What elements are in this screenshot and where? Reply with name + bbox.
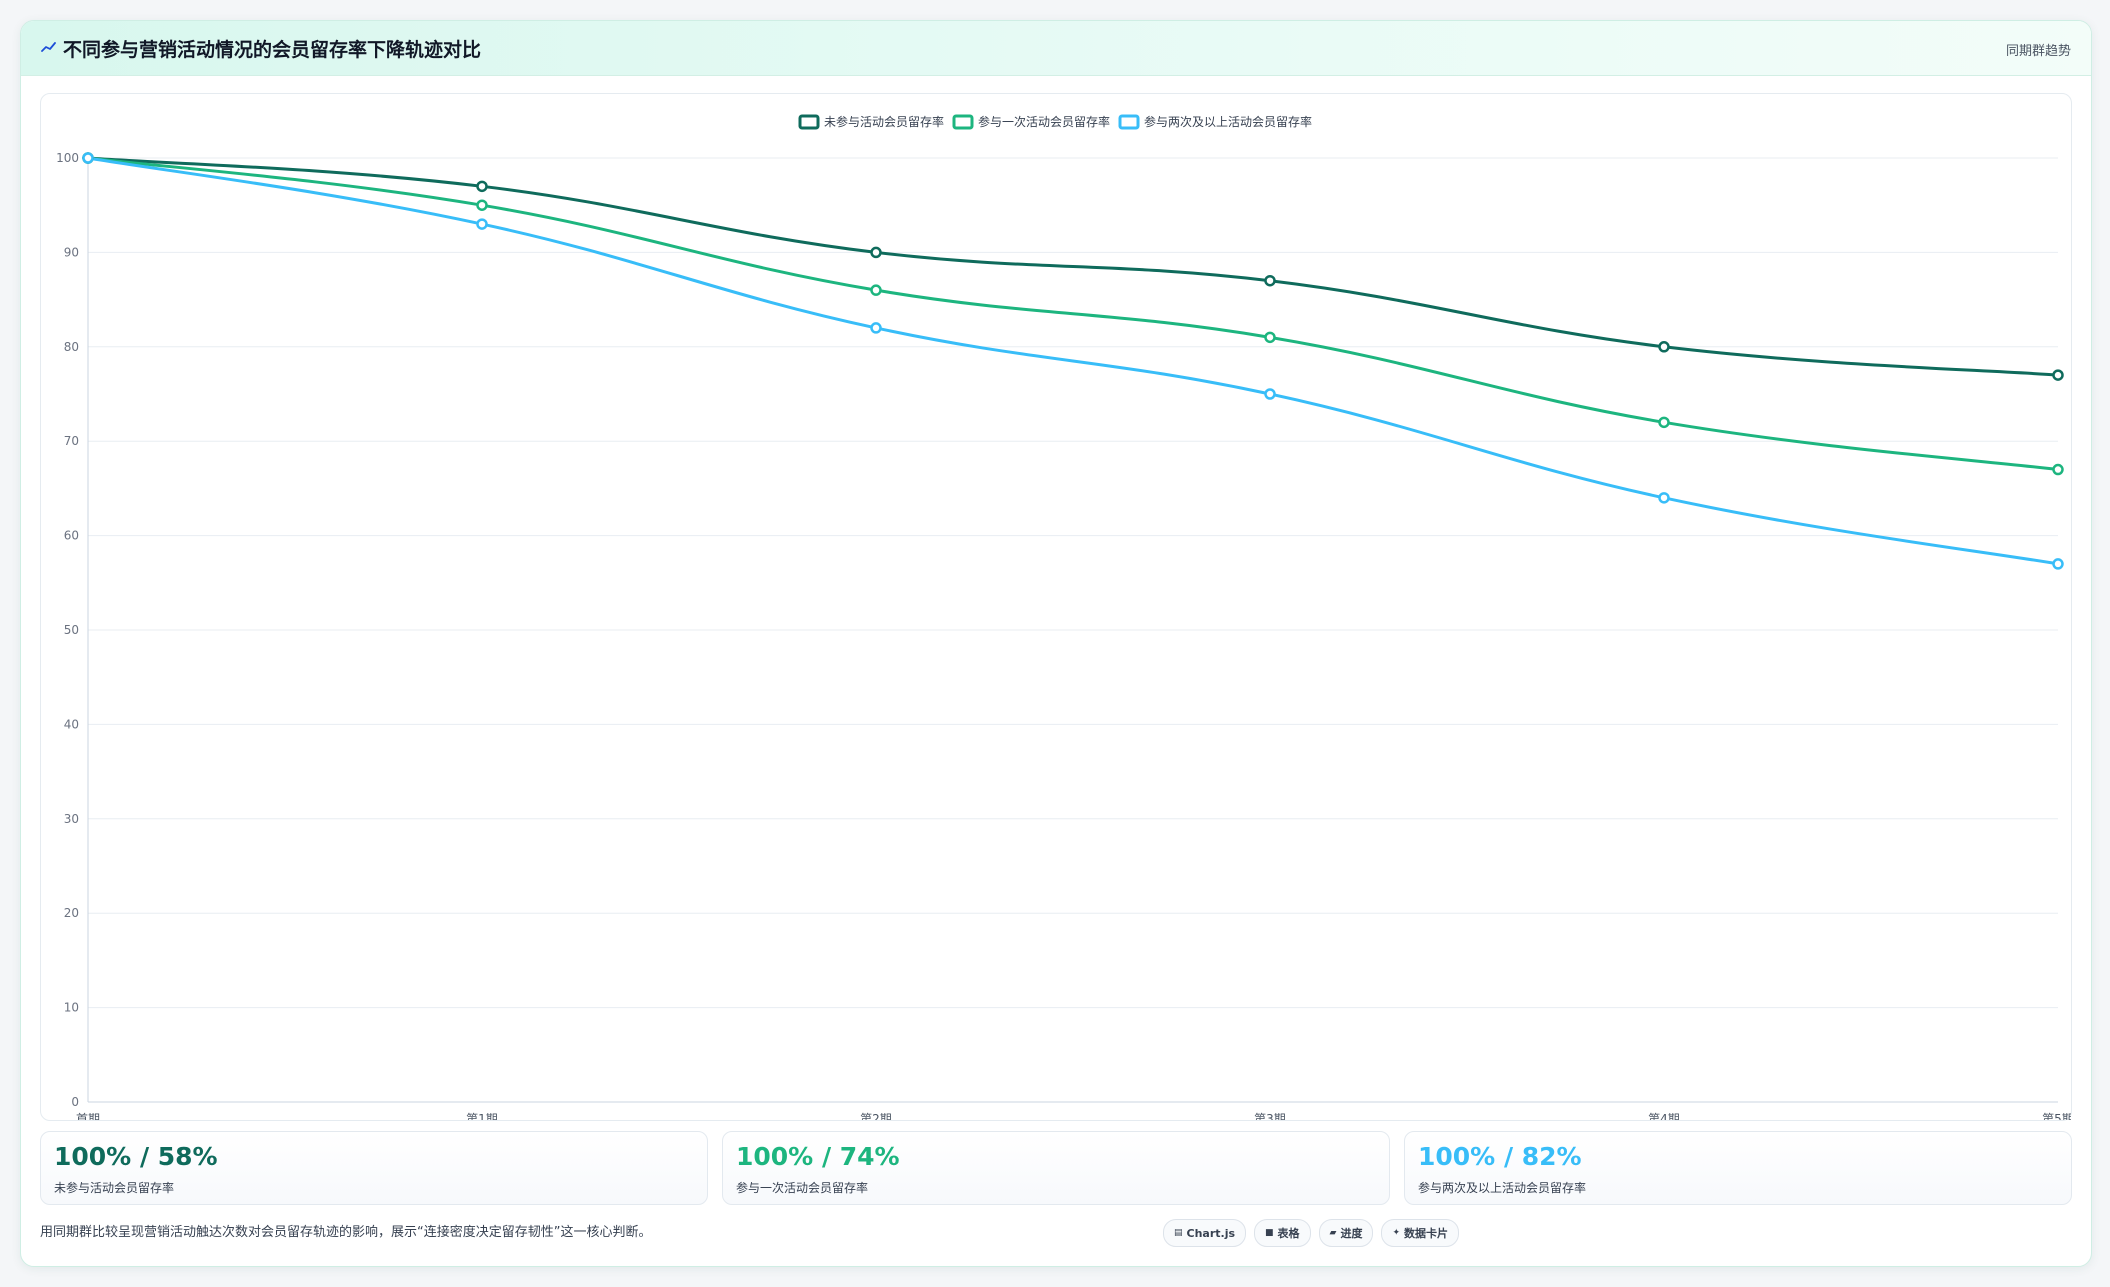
chip-table[interactable]: ■ 表格: [1254, 1219, 1311, 1247]
series-line-2: [86, 156, 2060, 472]
y-tick-label: 20: [64, 906, 79, 920]
legend-label: 参与一次活动会员留存率: [978, 114, 1110, 129]
series-3-point: [476, 218, 488, 230]
x-tick-label: 第3期: [1254, 1112, 1286, 1120]
legend-swatch: [952, 114, 974, 130]
card-icon: ✦: [1392, 1228, 1401, 1238]
series-3-point: [82, 152, 94, 164]
kpi-value: 100% / 82%: [1418, 1142, 1582, 1171]
chip-label: Chart.js: [1186, 1226, 1236, 1240]
series-line-3: [86, 156, 2060, 566]
series-3-point: [1658, 492, 1670, 504]
x-tick-label: 首期: [76, 1112, 100, 1120]
kpi-label: 参与一次活动会员留存率: [736, 1181, 869, 1195]
series-2-point: [870, 284, 882, 296]
legend-label: 参与两次及以上活动会员留存率: [1144, 114, 1312, 129]
chip-label: 数据卡片: [1404, 1227, 1449, 1240]
y-tick-label: 0: [71, 1095, 79, 1109]
kpi-card-2: 100% / 74% 参与一次活动会员留存率: [722, 1131, 1390, 1205]
series-1-point: [1264, 274, 1276, 287]
y-tick-label: 10: [64, 1001, 79, 1015]
kpi-value: 100% / 58%: [54, 1142, 218, 1171]
x-tick-label: 第2期: [860, 1112, 892, 1120]
y-tick-label: 70: [64, 434, 79, 448]
kpi-value: 100% / 74%: [736, 1142, 900, 1171]
progress-icon: ▰: [1329, 1228, 1337, 1238]
kpi-card-3: 100% / 82% 参与两次及以上活动会员留存率: [1404, 1131, 2072, 1205]
series-2-point: [1264, 331, 1276, 344]
series-line-1: [86, 156, 2060, 377]
kpi-label: 参与两次及以上活动会员留存率: [1418, 1181, 1587, 1195]
x-tick-label: 第1期: [466, 1112, 498, 1120]
tech-chips: ▤ Chart.js ■ 表格 ▰ 进度 ✦ 数据卡片: [1163, 1219, 1460, 1247]
chart-card: 不同参与营销活动情况的会员留存率下降轨迹对比 同期群趋势 0 10 20 30 40 50…: [20, 20, 2092, 1267]
series-3-point: [870, 322, 882, 334]
series-1-point: [1658, 341, 1670, 353]
series-3-point: [1264, 388, 1276, 400]
card-header: 不同参与营销活动情况的会员留存率下降轨迹对比 同期群趋势: [21, 21, 2091, 76]
series-2-point: [476, 199, 488, 211]
series-3-point: [2052, 558, 2064, 570]
header-tag: 同期群趋势: [2005, 44, 2071, 59]
series-1-point: [870, 246, 882, 259]
series-1-point: [476, 180, 488, 193]
chip-label: 表格: [1277, 1227, 1300, 1240]
trend-line-icon: [41, 42, 56, 52]
retention-line-chart: 0 10 20 30 40 50 60 70 80 90 100 首期 第1期 第2期 第3期 第4期 第5期 未…: [56, 114, 2071, 1120]
y-tick-label: 80: [64, 340, 79, 354]
y-tick-label: 40: [64, 717, 79, 731]
kpi-card-1: 100% / 58% 未参与活动会员留存率: [40, 1131, 708, 1205]
chart-icon: ▤: [1174, 1228, 1183, 1238]
y-tick-label: 90: [64, 245, 79, 259]
y-tick-label: 50: [64, 623, 79, 637]
legend-swatch: [1118, 114, 1140, 130]
legend-swatch: [798, 114, 820, 130]
chip-data-card[interactable]: ✦ 数据卡片: [1381, 1219, 1460, 1247]
table-icon: ■: [1265, 1228, 1274, 1238]
series-2-point: [2052, 463, 2064, 476]
page-title: 不同参与营销活动情况的会员留存率下降轨迹对比: [63, 39, 482, 61]
chip-label: 进度: [1340, 1227, 1363, 1240]
chip-progress[interactable]: ▰ 进度: [1318, 1219, 1374, 1247]
x-tick-label: 第4期: [1648, 1112, 1680, 1120]
chip-chartjs[interactable]: ▤ Chart.js: [1163, 1219, 1247, 1247]
x-tick-label: 第5期: [2042, 1112, 2071, 1120]
series-1-point: [2052, 369, 2064, 381]
y-tick-label: 60: [64, 529, 79, 543]
line-chart-panel: 0 10 20 30 40 50 60 70 80 90 100 首期 第1期 第2期 第3期 第4期 第5期 未…: [40, 93, 2072, 1121]
legend-label: 未参与活动会员留存率: [824, 114, 944, 129]
chart-description: 用同期群比较呈现营销活动触达次数对会员留存轨迹的影响，展示“连接密度决定留存韧性…: [40, 1225, 652, 1240]
series-2-point: [1658, 416, 1670, 429]
y-tick-label: 30: [64, 812, 79, 826]
y-tick-label: 100: [56, 151, 79, 165]
kpi-label: 未参与活动会员留存率: [54, 1181, 175, 1195]
